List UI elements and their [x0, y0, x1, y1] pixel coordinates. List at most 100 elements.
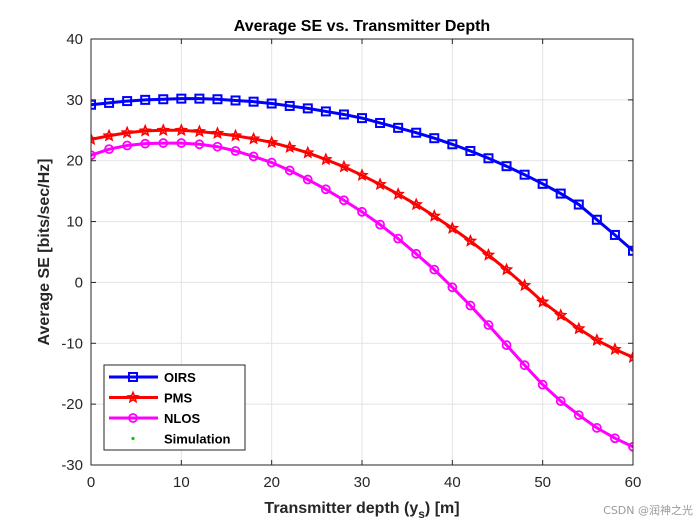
data-point-nlos	[104, 144, 114, 155]
data-point-pms	[355, 168, 369, 182]
data-point-pms	[572, 321, 586, 335]
data-point-oirs	[357, 113, 367, 124]
data-point-oirs	[230, 95, 241, 106]
x-tick-label: 40	[444, 474, 461, 491]
x-axis-label-subscript: s	[418, 507, 425, 521]
data-point-pms	[391, 187, 405, 200]
data-point-oirs	[429, 133, 440, 144]
data-point-pms	[445, 221, 460, 234]
data-point-nlos	[339, 195, 349, 206]
data-point-pms	[481, 247, 496, 261]
data-point-oirs	[465, 145, 476, 156]
data-point-oirs	[411, 127, 422, 138]
x-axis-label-suffix: ) [m]	[425, 500, 460, 517]
data-point-oirs	[609, 229, 620, 240]
x-tick-label: 30	[354, 474, 371, 491]
x-axis-label-main: Transmitter depth (y	[264, 500, 418, 517]
data-point-oirs	[501, 161, 512, 172]
x-axis-label: Transmitter depth (ys) [m]	[264, 500, 459, 521]
legend-label-simulation: Simulation	[164, 432, 231, 447]
data-point-pms	[608, 342, 622, 356]
data-point-pms	[463, 233, 478, 247]
data-point-nlos	[429, 264, 440, 275]
data-point-pms	[174, 123, 189, 137]
legend-entry-oirs: OIRS	[109, 370, 196, 385]
data-point-pms	[156, 123, 171, 137]
data-point-oirs	[284, 100, 295, 111]
y-tick-label: 20	[66, 153, 83, 170]
data-point-oirs	[158, 94, 169, 105]
data-point-oirs	[212, 94, 223, 105]
series-pms	[91, 123, 633, 364]
data-point-pms	[535, 294, 550, 308]
data-point-pms	[590, 333, 604, 346]
data-point-nlos	[230, 146, 241, 156]
data-point-nlos	[501, 340, 512, 351]
watermark: CSDN @润神之光	[603, 503, 693, 517]
data-point-nlos	[194, 139, 205, 150]
data-point-oirs	[447, 139, 458, 150]
data-point-oirs	[122, 96, 133, 107]
legend-marker-pms	[126, 390, 140, 404]
legend: OIRS PMS NLOS Simulation	[103, 364, 246, 451]
data-point-oirs	[483, 153, 494, 164]
legend-box	[103, 364, 246, 451]
legend-marker-nlos	[128, 413, 138, 423]
data-point-oirs	[320, 106, 331, 117]
data-point-oirs	[176, 93, 187, 104]
data-point-pms	[246, 131, 261, 145]
data-point-oirs	[302, 103, 313, 114]
series-oirs	[91, 93, 633, 256]
series-line-oirs	[91, 97, 633, 252]
data-point-nlos	[375, 219, 385, 230]
data-point-oirs	[104, 97, 115, 108]
data-point-nlos	[483, 320, 494, 330]
x-tick-label: 0	[87, 474, 95, 491]
data-point-nlos	[176, 138, 187, 148]
data-point-nlos	[91, 150, 96, 161]
y-tick-label: 0	[75, 274, 83, 291]
data-point-oirs	[591, 214, 602, 225]
data-point-pms	[91, 132, 98, 146]
data-point-pms	[138, 123, 152, 137]
legend-marker-simulation	[131, 436, 135, 441]
data-point-nlos	[266, 157, 277, 168]
data-point-nlos	[465, 300, 476, 311]
data-point-oirs	[537, 178, 548, 189]
x-tick-label: 20	[263, 474, 280, 491]
data-point-nlos	[122, 140, 133, 151]
x-tick-label: 50	[534, 474, 551, 491]
data-point-pms	[120, 125, 134, 139]
data-point-oirs	[91, 99, 96, 110]
data-point-nlos	[158, 138, 169, 148]
series-line-pms	[91, 128, 633, 359]
data-point-nlos	[610, 433, 620, 444]
data-point-nlos	[537, 379, 548, 390]
data-point-oirs	[194, 93, 205, 104]
data-point-oirs	[140, 94, 151, 105]
data-point-pms	[264, 135, 279, 149]
data-point-oirs	[338, 109, 349, 120]
data-point-pms	[192, 124, 207, 138]
y-tick-label: 30	[66, 92, 83, 109]
data-point-nlos	[393, 233, 404, 244]
y-axis-label: Average SE [bits/sec/Hz]	[36, 158, 53, 345]
data-point-nlos	[628, 441, 633, 452]
legend-label-oirs: OIRS	[164, 370, 196, 385]
data-point-pms	[337, 159, 351, 173]
data-point-nlos	[284, 165, 295, 176]
data-point-pms	[427, 209, 441, 222]
data-point-pms	[301, 145, 315, 159]
data-point-nlos	[591, 422, 602, 433]
data-point-pms	[373, 177, 387, 191]
axis-ticks	[90, 38, 634, 466]
x-tick-label: 60	[625, 474, 642, 491]
y-tick-label: 40	[66, 31, 83, 48]
data-point-pms	[626, 350, 633, 364]
data-point-nlos	[212, 141, 223, 152]
data-point-pms	[102, 128, 116, 142]
legend-entry-pms: PMS	[109, 390, 193, 406]
legend-label-nlos: NLOS	[164, 411, 200, 426]
data-point-pms	[282, 140, 297, 154]
data-point-pms	[210, 126, 225, 140]
